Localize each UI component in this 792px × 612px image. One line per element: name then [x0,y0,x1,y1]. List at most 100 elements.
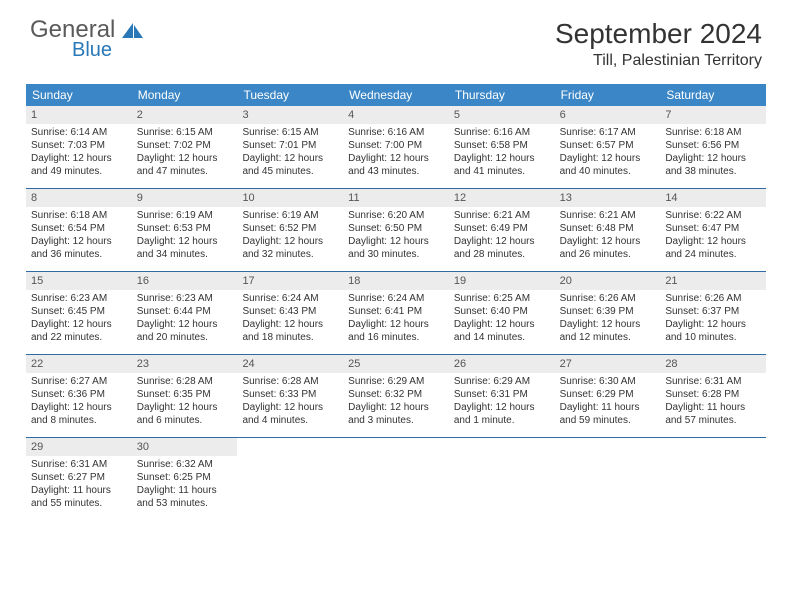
day-number: 7 [660,106,766,124]
day-number: 3 [237,106,343,124]
sunset-text: Sunset: 6:36 PM [26,388,132,401]
daylight-text: Daylight: 12 hours [237,401,343,414]
sunrise-text: Sunrise: 6:17 AM [555,126,661,139]
sunset-text: Sunset: 6:47 PM [660,222,766,235]
day-cell: 7 Sunrise: 6:18 AMSunset: 6:56 PMDaylight… [660,106,766,188]
sunrise-text: Sunrise: 6:15 AM [237,126,343,139]
daylight-text: Daylight: 12 hours [132,318,238,331]
sunset-text: Sunset: 6:32 PM [343,388,449,401]
day-number: 22 [26,355,132,373]
sunrise-text: Sunrise: 6:14 AM [26,126,132,139]
sunset-text: Sunset: 6:35 PM [132,388,238,401]
day-number: 15 [26,272,132,290]
brand-logo: General Blue [30,18,144,60]
sunset-text: Sunset: 6:40 PM [449,305,555,318]
day-number: 16 [132,272,238,290]
sunrise-text: Sunrise: 6:31 AM [660,375,766,388]
day-number: 9 [132,189,238,207]
sunrise-text: Sunrise: 6:27 AM [26,375,132,388]
daylight-text: and 43 minutes. [343,165,449,178]
sunrise-text: Sunrise: 6:26 AM [555,292,661,305]
daylight-text: and 38 minutes. [660,165,766,178]
sunset-text: Sunset: 6:56 PM [660,139,766,152]
daylight-text: Daylight: 12 hours [132,152,238,165]
daylight-text: and 49 minutes. [26,165,132,178]
sunrise-text: Sunrise: 6:25 AM [449,292,555,305]
sunrise-text: Sunrise: 6:23 AM [26,292,132,305]
sunset-text: Sunset: 6:37 PM [660,305,766,318]
day-cell: 24Sunrise: 6:28 AMSunset: 6:33 PMDayligh… [237,355,343,437]
day-number: 19 [449,272,555,290]
sunset-text: Sunset: 6:29 PM [555,388,661,401]
sunset-text: Sunset: 6:50 PM [343,222,449,235]
week-row: 22Sunrise: 6:27 AMSunset: 6:36 PMDayligh… [26,355,766,438]
day-number: 5 [449,106,555,124]
daylight-text: Daylight: 11 hours [555,401,661,414]
day-number: 23 [132,355,238,373]
day-cell: 3Sunrise: 6:15 AMSunset: 7:01 PMDaylight… [237,106,343,188]
day-number: 25 [343,355,449,373]
daylight-text: and 26 minutes. [555,248,661,261]
sunset-text: Sunset: 6:27 PM [26,471,132,484]
daylight-text: Daylight: 12 hours [555,235,661,248]
weeks-container: 1Sunrise: 6:14 AMSunset: 7:03 PMDaylight… [26,106,766,520]
day-cell: 25Sunrise: 6:29 AMSunset: 6:32 PMDayligh… [343,355,449,437]
day-cell: 23Sunrise: 6:28 AMSunset: 6:35 PMDayligh… [132,355,238,437]
week-row: 15Sunrise: 6:23 AMSunset: 6:45 PMDayligh… [26,272,766,355]
daylight-text: Daylight: 12 hours [237,152,343,165]
empty-cell [660,438,766,520]
empty-cell [343,438,449,520]
daylight-text: and 3 minutes. [343,414,449,427]
daylight-text: and 34 minutes. [132,248,238,261]
sunrise-text: Sunrise: 6:21 AM [555,209,661,222]
week-row: 1Sunrise: 6:14 AMSunset: 7:03 PMDaylight… [26,106,766,189]
day-number: 11 [343,189,449,207]
sunrise-text: Sunrise: 6:32 AM [132,458,238,471]
daylight-text: Daylight: 12 hours [449,401,555,414]
daylight-text: Daylight: 12 hours [132,401,238,414]
day-number: 12 [449,189,555,207]
daylight-text: Daylight: 12 hours [132,235,238,248]
daylight-text: Daylight: 12 hours [660,152,766,165]
daylight-text: Daylight: 11 hours [26,484,132,497]
daylight-text: Daylight: 12 hours [26,401,132,414]
day-cell: 18Sunrise: 6:24 AMSunset: 6:41 PMDayligh… [343,272,449,354]
empty-cell [449,438,555,520]
day-cell: 29Sunrise: 6:31 AMSunset: 6:27 PMDayligh… [26,438,132,520]
sunrise-text: Sunrise: 6:23 AM [132,292,238,305]
daylight-text: Daylight: 12 hours [660,318,766,331]
day-cell: 27Sunrise: 6:30 AMSunset: 6:29 PMDayligh… [555,355,661,437]
day-cell: 26Sunrise: 6:29 AMSunset: 6:31 PMDayligh… [449,355,555,437]
daylight-text: Daylight: 12 hours [449,318,555,331]
sunrise-text: Sunrise: 6:16 AM [343,126,449,139]
sunrise-text: Sunrise: 6:18 AM [660,126,766,139]
page-title: September 2024 [555,18,762,50]
day-cell: 10Sunrise: 6:19 AMSunset: 6:52 PMDayligh… [237,189,343,271]
day-number: 2 [132,106,238,124]
day-cell: 17Sunrise: 6:24 AMSunset: 6:43 PMDayligh… [237,272,343,354]
sunset-text: Sunset: 6:53 PM [132,222,238,235]
daylight-text: and 53 minutes. [132,497,238,510]
day-cell: 30Sunrise: 6:32 AMSunset: 6:25 PMDayligh… [132,438,238,520]
sunrise-text: Sunrise: 6:20 AM [343,209,449,222]
day-cell: 16 Sunrise: 6:23 AMSunset: 6:44 PMDayligh… [132,272,238,354]
daylight-text: Daylight: 12 hours [26,318,132,331]
daylight-text: and 16 minutes. [343,331,449,344]
sunset-text: Sunset: 6:25 PM [132,471,238,484]
calendar: Sunday Monday Tuesday Wednesday Thursday… [26,84,766,520]
sunset-text: Sunset: 6:48 PM [555,222,661,235]
week-row: 29Sunrise: 6:31 AMSunset: 6:27 PMDayligh… [26,438,766,520]
daylight-text: and 57 minutes. [660,414,766,427]
daylight-text: Daylight: 12 hours [26,235,132,248]
day-number: 10 [237,189,343,207]
daylight-text: and 14 minutes. [449,331,555,344]
day-cell: 9Sunrise: 6:19 AMSunset: 6:53 PMDaylight… [132,189,238,271]
weekday-wed: Wednesday [343,84,449,106]
day-number: 6 [555,106,661,124]
sunset-text: Sunset: 6:44 PM [132,305,238,318]
daylight-text: and 6 minutes. [132,414,238,427]
daylight-text: Daylight: 12 hours [343,401,449,414]
day-number: 29 [26,438,132,456]
day-cell: 12Sunrise: 6:21 AMSunset: 6:49 PMDayligh… [449,189,555,271]
empty-cell [237,438,343,520]
